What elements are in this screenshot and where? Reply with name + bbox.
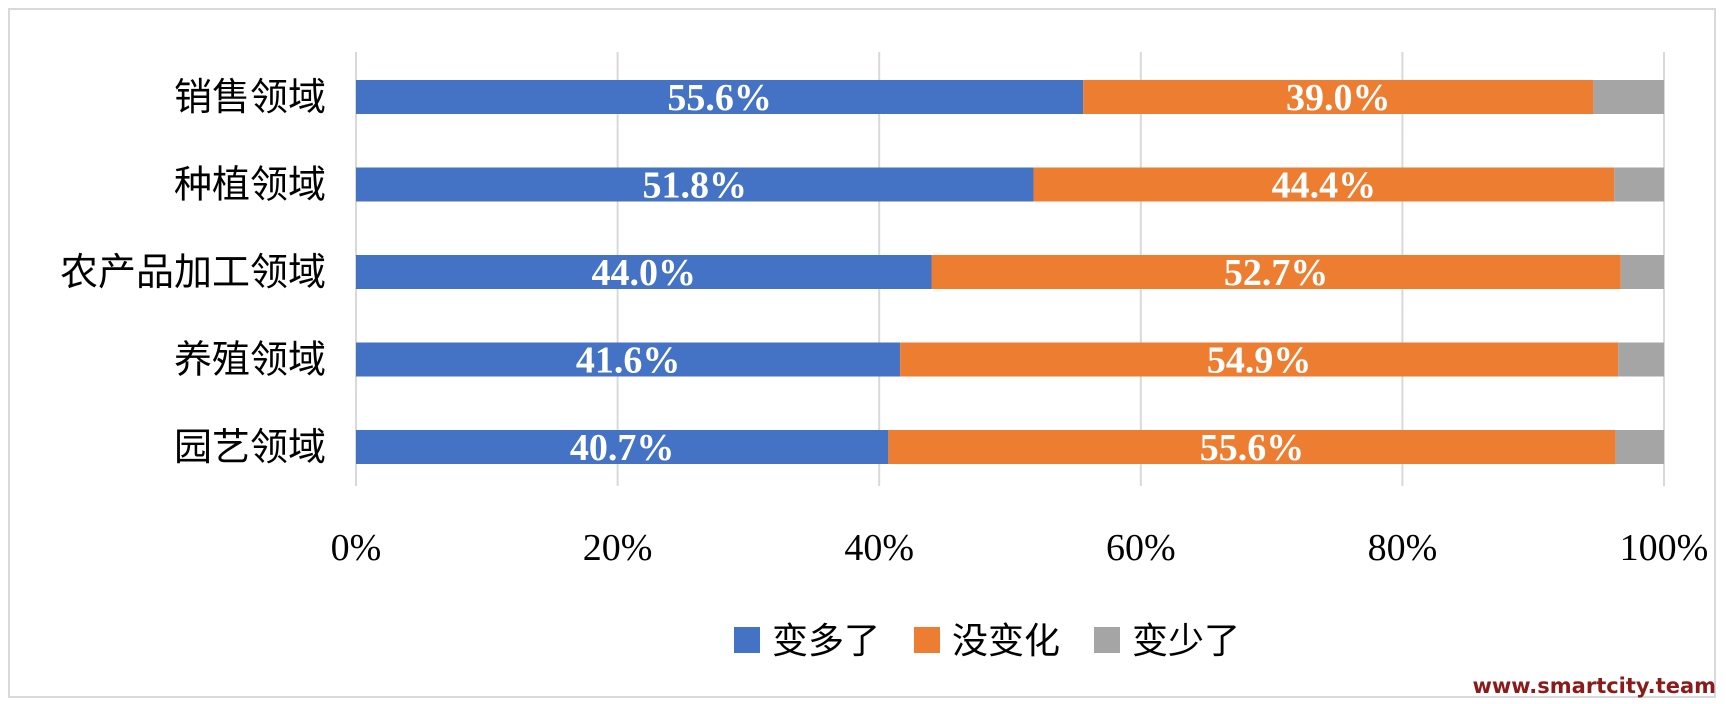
bar-segment (900, 342, 1619, 377)
category-label: 种植领域 (174, 163, 326, 207)
data-label: 55.6% (667, 77, 772, 119)
data-label: 44.0% (592, 252, 697, 294)
data-label: 40.7% (570, 427, 675, 469)
category-label: 农产品加工领域 (60, 250, 326, 294)
bar-segment (1593, 80, 1664, 114)
bar-segment (1033, 167, 1615, 202)
x-tick-label: 20% (583, 527, 653, 569)
x-tick-label: 40% (844, 527, 914, 569)
data-label: 41.6% (576, 340, 681, 382)
x-tick-label: 60% (1106, 527, 1176, 569)
bar-segment (356, 80, 1084, 114)
watermark-text: www.smartcity.team (1472, 674, 1716, 698)
bar-segment (1620, 255, 1664, 289)
legend-label: 变少了 (1132, 621, 1240, 662)
bar-segment (1618, 342, 1664, 377)
category-label: 园艺领域 (174, 425, 326, 469)
bar-segment (356, 342, 901, 377)
x-tick-label: 100% (1620, 527, 1709, 569)
x-tick-label: 0% (331, 527, 382, 569)
data-label: 44.4% (1272, 165, 1377, 207)
legend-swatch (734, 627, 760, 653)
bar-segment (356, 430, 889, 464)
data-label: 52.7% (1224, 252, 1329, 294)
bar-segment (1615, 430, 1664, 464)
data-label: 51.8% (643, 165, 748, 207)
data-label: 55.6% (1200, 427, 1305, 469)
legend-swatch (1094, 627, 1120, 653)
data-label: 54.9% (1207, 340, 1312, 382)
legend-swatch (914, 627, 940, 653)
bar-segment (356, 255, 932, 289)
bar-segment (931, 255, 1621, 289)
bar-segment (888, 430, 1616, 464)
legend-label: 没变化 (952, 621, 1060, 662)
x-tick-label: 80% (1368, 527, 1438, 569)
bar-segment (356, 167, 1034, 202)
bar-segment (1614, 167, 1664, 202)
legend-label: 变多了 (772, 621, 880, 662)
data-label: 39.0% (1286, 77, 1391, 119)
bar-segment (1083, 80, 1594, 114)
category-label: 养殖领域 (174, 338, 326, 382)
category-label: 销售领域 (174, 75, 326, 119)
